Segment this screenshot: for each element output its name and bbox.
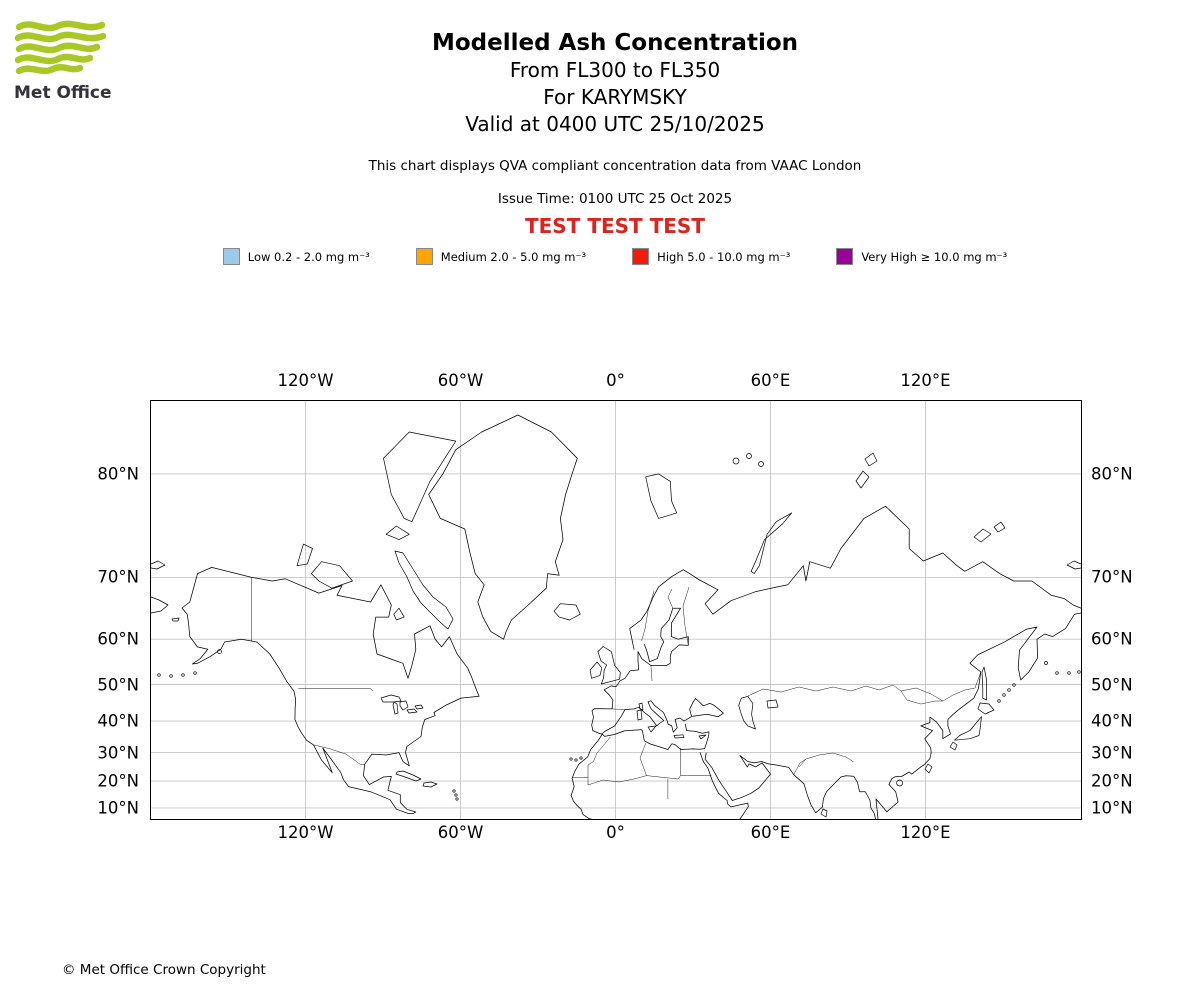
coastlines — [150, 414, 1082, 820]
met-office-logo-text: Met Office — [14, 83, 112, 103]
lat-tick-right: 10°N — [1091, 798, 1133, 818]
issue-time: Issue Time: 0100 UTC 25 Oct 2025 — [497, 191, 733, 207]
lat-tick-left: 10°N — [97, 798, 139, 818]
lat-tick-left: 70°N — [97, 567, 139, 587]
legend-item-low: Low 0.2 - 2.0 mg m⁻³ — [222, 248, 370, 265]
legend-swatch-low — [222, 248, 240, 265]
lon-tick-bottom: 0° — [606, 823, 625, 842]
lat-tick-right: 30°N — [1091, 743, 1133, 763]
gridlines — [151, 401, 1081, 819]
lat-tick-right: 40°N — [1091, 711, 1133, 731]
lat-tick-left: 80°N — [97, 464, 139, 484]
chart-title: Modelled Ash Concentration — [431, 30, 799, 56]
lat-tick-left: 20°N — [97, 771, 139, 791]
legend-label-medium: Medium 2.0 - 5.0 mg m⁻³ — [440, 249, 587, 264]
lon-tick-top: 60°W — [437, 371, 484, 390]
test-banner: TEST TEST TEST — [525, 214, 705, 238]
lon-tick-top: 0° — [606, 371, 625, 390]
lat-tick-right: 60°N — [1091, 629, 1133, 649]
lon-tick-bottom: 60°W — [437, 823, 484, 842]
country-borders — [251, 577, 982, 799]
legend-swatch-medium — [415, 248, 433, 265]
lon-tick-bottom: 120°E — [900, 823, 951, 842]
met-office-logo: Met Office — [14, 20, 144, 103]
legend-item-very-high: Very High ≥ 10.0 mg m⁻³ — [836, 248, 1007, 265]
lat-tick-left: 40°N — [97, 711, 139, 731]
lon-tick-top: 120°W — [277, 371, 334, 390]
lat-tick-left: 30°N — [97, 743, 139, 763]
legend-label-high: High 5.0 - 10.0 mg m⁻³ — [657, 249, 791, 264]
legend: Low 0.2 - 2.0 mg m⁻³ Medium 2.0 - 5.0 mg … — [30, 248, 1200, 265]
legend-swatch-very-high — [836, 248, 854, 265]
ash-overlay — [151, 660, 1081, 685]
lon-tick-bottom: 120°W — [277, 823, 334, 842]
lon-tick-bottom: 60°E — [750, 823, 791, 842]
legend-item-high: High 5.0 - 10.0 mg m⁻³ — [632, 248, 790, 265]
lat-tick-right: 80°N — [1091, 464, 1133, 484]
lat-tick-right: 20°N — [1091, 771, 1133, 791]
chart-valid-time: Valid at 0400 UTC 25/10/2025 — [465, 112, 765, 136]
map-area: 120°W 120°W 60°W 60°W 0° 0° 60°E 60°E 120°E 120°E… — [97, 371, 1132, 842]
met-office-logo-waves — [14, 20, 107, 75]
lat-tick-left: 50°N — [97, 675, 139, 694]
chart-volcano: For KARYMSKY — [543, 85, 687, 109]
ash-patch-low-kamchatka — [1021, 666, 1081, 678]
legend-item-medium: Medium 2.0 - 5.0 mg m⁻³ — [415, 248, 587, 265]
qva-note: This chart displays QVA compliant concen… — [368, 158, 862, 174]
legend-swatch-high — [632, 248, 650, 265]
lat-tick-left: 60°N — [97, 629, 139, 649]
legend-label-very-high: Very High ≥ 10.0 mg m⁻³ — [861, 249, 1008, 264]
header: Modelled Ash Concentration From FL300 to… — [30, 30, 1200, 265]
ash-patch-high-karymsky — [1027, 666, 1031, 669]
world-map-svg — [150, 401, 1082, 820]
lat-tick-right: 50°N — [1091, 675, 1133, 694]
lon-tick-top: 120°E — [900, 371, 951, 390]
copyright-text: © Met Office Crown Copyright — [62, 962, 266, 978]
lat-tick-right: 70°N — [1091, 567, 1133, 587]
ash-patch-low-aleutian — [151, 660, 205, 673]
chart-flight-levels: From FL300 to FL350 — [509, 58, 721, 82]
legend-label-low: Low 0.2 - 2.0 mg m⁻³ — [247, 249, 370, 264]
lon-tick-top: 60°E — [750, 371, 791, 390]
